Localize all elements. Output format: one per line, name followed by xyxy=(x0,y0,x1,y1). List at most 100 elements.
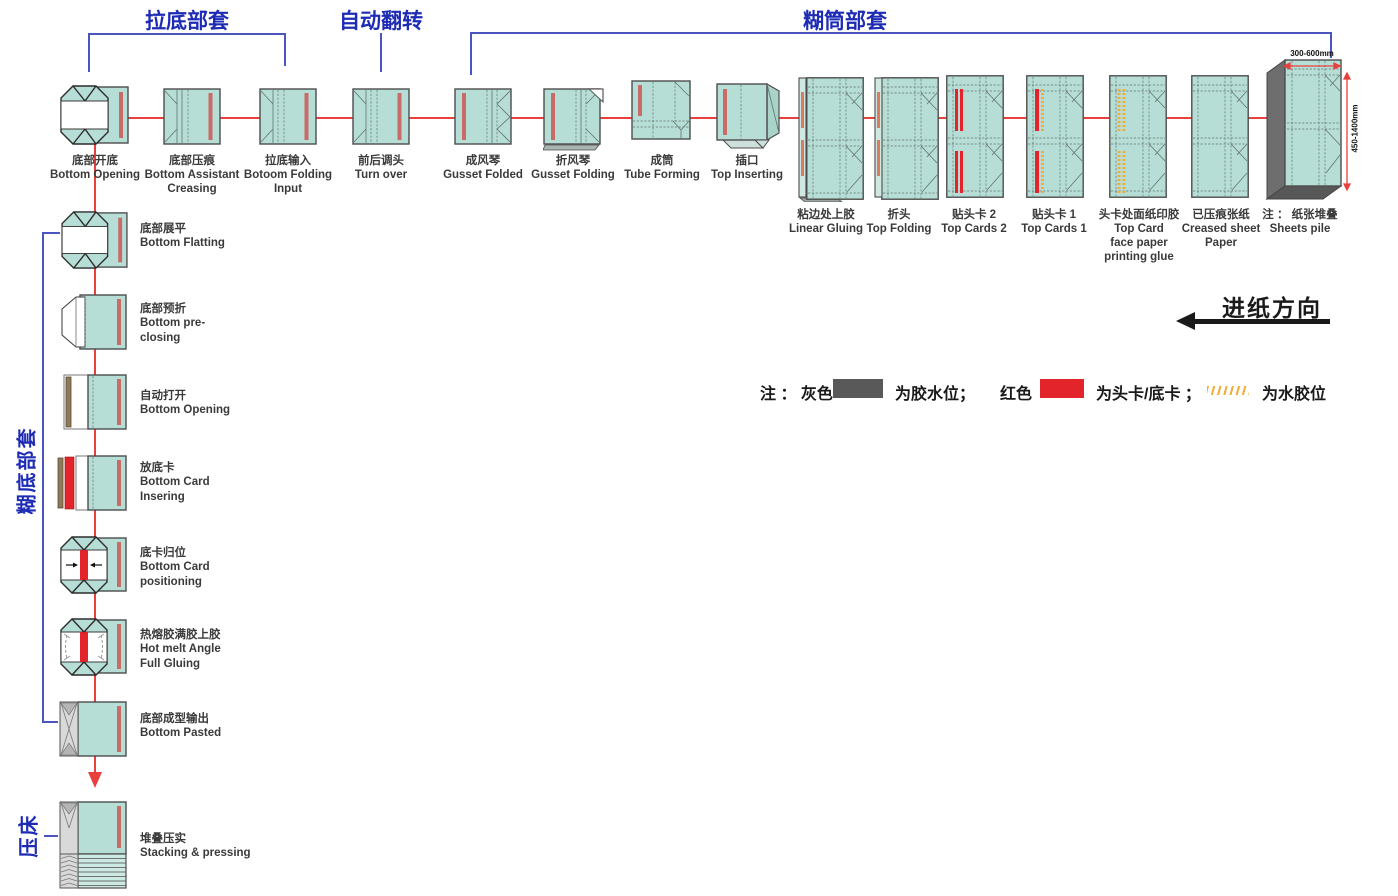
label-zh: 底卡归位 xyxy=(140,547,186,559)
station-folding-input xyxy=(259,88,317,150)
label-en: Linear Gluing xyxy=(788,223,864,236)
station-sheets-pile xyxy=(1264,55,1344,205)
creased-box-graphic xyxy=(163,88,221,145)
tube-forming-graphic xyxy=(631,80,691,140)
bottom-flow-line xyxy=(94,120,96,774)
label-en: Bottom Card Insering xyxy=(140,476,210,503)
station-bottom-flatting xyxy=(60,210,130,275)
station-turn-over xyxy=(352,88,410,150)
label-zh: 堆叠压实 xyxy=(140,833,186,845)
label-en: Hot melt Angle Full Gluing xyxy=(140,643,221,670)
creased-box-graphic xyxy=(259,88,317,145)
sheets-pile-graphic xyxy=(1265,59,1343,200)
label-en: Tube Forming xyxy=(624,169,700,182)
label-en: Gusset Folding xyxy=(531,169,615,182)
legend-gray-meaning: 为胶水位； xyxy=(895,386,976,403)
legend-red-swatch xyxy=(1040,379,1084,398)
label-zh: 放底卡 xyxy=(140,462,175,474)
label-en: Bottom Assistant Creasing xyxy=(144,169,240,196)
bag-octagon-graphic xyxy=(60,85,129,145)
hot-melt-graphic xyxy=(60,618,127,676)
bracket-pull-bottom-right xyxy=(284,33,286,66)
pile-height-dimension: 450-1400mm xyxy=(1350,104,1360,153)
station-linear-gluing xyxy=(797,75,864,207)
label-zh: 头卡处面纸印胶 xyxy=(1098,209,1180,221)
pasted-bag-graphic xyxy=(59,701,127,757)
label-s12: 贴头卡 1 Top Cards 1 xyxy=(1008,208,1100,236)
station-stacking-pressing xyxy=(58,800,128,895)
station-bottom-preclosing xyxy=(60,293,128,356)
label-zh: 折头 xyxy=(887,209,911,221)
label-s1: 底部开底 Bottom Opening xyxy=(39,154,151,182)
card-insert-graphic xyxy=(57,455,127,511)
legend-red-label: 红色 xyxy=(1000,386,1033,403)
label-en: Top Cards 2 xyxy=(941,223,1007,236)
station-gusset-folded xyxy=(454,88,512,150)
station-gusset-folding xyxy=(542,88,605,156)
label-en: Top Folding xyxy=(866,223,932,236)
label-zh: 底部成型输出 xyxy=(140,713,209,725)
bracket-pull-bottom xyxy=(88,33,286,35)
label-s6: 折风琴 Gusset Folding xyxy=(523,154,623,182)
label-en: Bottom Pasted xyxy=(140,727,222,740)
label-press: 压床 xyxy=(18,813,41,858)
pile-width-dimension: 300-600mm xyxy=(1290,49,1334,58)
label-zh: 成筒 xyxy=(650,155,674,167)
preclose-graphic xyxy=(61,294,127,350)
label-en: Top Inserting xyxy=(711,169,783,182)
station-bottom-opening-left xyxy=(60,373,128,436)
label-zh: 粘边处上胶 xyxy=(797,209,855,221)
label-zh: 前后调头 xyxy=(358,155,404,167)
header-auto-turn: 自动翻转 xyxy=(339,10,423,33)
station-top-folding xyxy=(872,75,939,207)
label-l6: 热熔胶满胶上胶 Hot melt Angle Full Gluing xyxy=(140,628,280,671)
label-zh: 底部展平 xyxy=(140,223,186,235)
header-pull-bottom-unit: 拉底部套 xyxy=(145,10,229,33)
label-en: Gusset Folded xyxy=(443,169,523,182)
label-zh: 自动打开 xyxy=(140,390,186,402)
station-bottom-pasted xyxy=(58,700,128,763)
station-face-paper-glue xyxy=(1109,75,1167,203)
gusset-folding-graphic xyxy=(542,88,604,151)
flow-arrow-down-icon xyxy=(88,772,102,788)
label-zh: 热熔胶满胶上胶 xyxy=(140,629,221,641)
label-s13: 头卡处面纸印胶 Top Card face paper printing glue xyxy=(1086,208,1192,264)
label-zh: 底部压痕 xyxy=(169,155,215,167)
label-s8: 插口 Top Inserting xyxy=(697,154,797,182)
label-en: Bottom Flatting xyxy=(140,237,225,250)
label-en: Bottom Opening xyxy=(140,404,231,417)
blank-top-cards1-graphic xyxy=(1026,75,1084,198)
label-l7: 底部成型输出 Bottom Pasted xyxy=(140,712,280,741)
feed-direction-arrow-icon xyxy=(1176,312,1195,330)
creased-box-graphic xyxy=(352,88,410,145)
bracket-pull-bottom-left xyxy=(88,33,90,72)
bag-octagon-graphic xyxy=(61,211,128,269)
label-zh: 贴头卡 1 xyxy=(1031,209,1077,221)
blank-linear-gluing-graphic xyxy=(798,77,864,203)
label-en: Top Card face paper printing glue xyxy=(1104,223,1174,264)
label-en: Turn over xyxy=(354,169,408,182)
label-l8: 堆叠压实 Stacking & pressing xyxy=(140,832,290,861)
feed-direction-line xyxy=(1194,319,1330,324)
feed-direction-label: 进纸方向 xyxy=(1222,295,1322,321)
label-zh: 贴头卡 2 xyxy=(951,209,997,221)
station-bottom-opening-top xyxy=(60,84,130,151)
label-en: Creased sheet Paper xyxy=(1181,223,1261,250)
station-top-inserting xyxy=(715,82,781,155)
label-s7: 成筒 Tube Forming xyxy=(612,154,712,182)
bracket-auto-turn xyxy=(380,33,382,72)
label-s14: 已压痕张纸 Creased sheet Paper xyxy=(1171,208,1271,250)
label-zh: 成风琴 xyxy=(465,155,501,167)
legend-water-glue-swatch xyxy=(1207,386,1249,395)
blank-face-glue-graphic xyxy=(1109,75,1167,198)
label-s3: 拉底输入 Botoom Folding Input xyxy=(239,154,337,196)
stacking-graphic xyxy=(59,801,127,889)
bracket-bottom-unit xyxy=(42,232,44,723)
legend-prefix: 注 ： 灰色 xyxy=(760,386,833,403)
station-tube-forming xyxy=(631,80,691,151)
label-s4: 前后调头 Turn over xyxy=(335,154,427,182)
station-bottom-card-positioning xyxy=(60,534,128,600)
auto-open-graphic xyxy=(63,374,127,430)
bracket-bottom-unit-top xyxy=(42,232,60,234)
